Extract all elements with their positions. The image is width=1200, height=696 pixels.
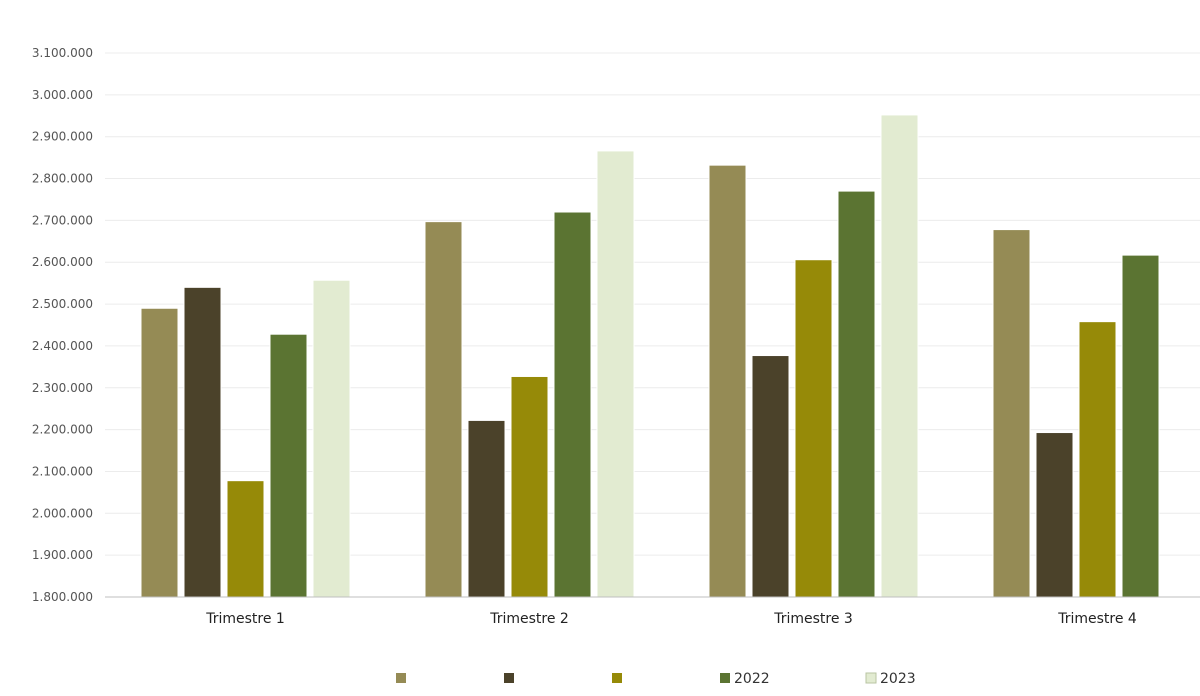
bar <box>467 419 506 598</box>
legend-swatch <box>612 673 622 683</box>
y-tick-label: 2.000.000 <box>32 506 93 520</box>
bar <box>992 229 1031 598</box>
bar <box>269 333 308 598</box>
legend-swatch <box>720 673 730 683</box>
y-tick-label: 2.500.000 <box>32 297 93 311</box>
legend: 2022 2023 <box>396 671 916 687</box>
category-label: Trimestre 4 <box>1057 611 1137 627</box>
bar <box>312 279 351 598</box>
bar <box>1078 321 1117 598</box>
y-tick-label: 1.900.000 <box>32 548 93 562</box>
x-axis-categories: Trimestre 1 Trimestre 2 Trimestre 3 Trimest… <box>205 611 1137 627</box>
legend-item: 2023 <box>865 671 916 687</box>
bar <box>510 375 549 598</box>
y-tick-label: 2.600.000 <box>32 255 93 269</box>
legend-swatch <box>396 673 406 683</box>
bar <box>553 211 592 598</box>
bar <box>183 286 222 598</box>
y-tick-label: 2.800.000 <box>32 172 93 186</box>
bars <box>140 114 1160 598</box>
category-label: Trimestre 1 <box>205 611 285 627</box>
category-label: Trimestre 2 <box>489 611 569 627</box>
y-tick-label: 2.900.000 <box>32 130 93 144</box>
legend-item: 2022 <box>720 671 770 687</box>
legend-swatch <box>865 672 877 684</box>
y-tick-label: 2.400.000 <box>32 339 93 353</box>
y-tick-label: 2.200.000 <box>32 423 93 437</box>
legend-label: 2022 <box>734 671 770 687</box>
bar <box>424 221 463 598</box>
bar <box>140 307 179 598</box>
y-tick-label: 2.300.000 <box>32 381 93 395</box>
bar <box>794 259 833 598</box>
y-tick-label: 2.100.000 <box>32 464 93 478</box>
legend-item <box>396 673 406 683</box>
legend-swatch <box>504 673 514 683</box>
bar <box>1121 254 1160 598</box>
y-tick-label: 3.100.000 <box>32 46 93 60</box>
legend-label: 2023 <box>880 671 916 687</box>
y-tick-label: 2.700.000 <box>32 213 93 227</box>
y-axis-ticks: 1.800.000 1.900.000 2.000.000 2.100.000 2.20… <box>32 46 93 604</box>
bar <box>596 150 635 598</box>
bar <box>751 355 790 598</box>
y-tick-label: 3.000.000 <box>32 88 93 102</box>
bar <box>708 164 747 598</box>
legend-item <box>504 673 514 683</box>
y-tick-label: 1.800.000 <box>32 590 93 604</box>
category-label: Trimestre 3 <box>773 611 853 627</box>
bar <box>226 480 265 598</box>
bar <box>1035 432 1074 598</box>
bar <box>880 114 919 598</box>
legend-item <box>612 673 622 683</box>
bar <box>837 190 876 598</box>
